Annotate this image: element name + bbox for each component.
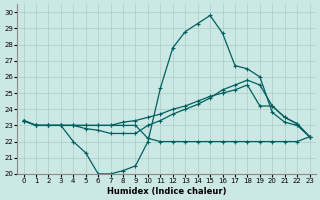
X-axis label: Humidex (Indice chaleur): Humidex (Indice chaleur) xyxy=(107,187,226,196)
